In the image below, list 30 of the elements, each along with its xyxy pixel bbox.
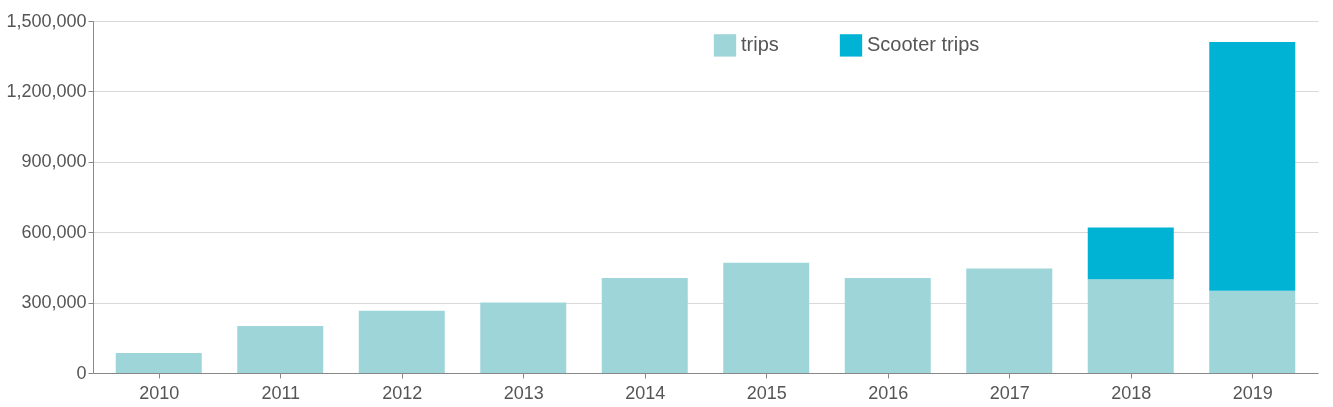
y-tick-label: 0 — [76, 362, 87, 383]
legend-label: trips — [741, 33, 779, 56]
y-tick-label: 900,000 — [21, 151, 87, 172]
bar — [237, 326, 324, 373]
bar — [358, 310, 445, 373]
bar — [601, 277, 688, 373]
y-tick-label: 1,500,000 — [6, 10, 87, 31]
y-tick-label: 300,000 — [21, 292, 87, 313]
x-tick-label: 2011 — [261, 382, 301, 403]
bar — [480, 302, 567, 373]
x-tick-label: 2018 — [1111, 382, 1152, 403]
x-tick-label: 2016 — [868, 382, 909, 403]
x-tick-label: 2010 — [139, 382, 180, 403]
x-tick-label: 2019 — [1232, 382, 1273, 403]
bar — [966, 268, 1053, 373]
bar — [1087, 279, 1174, 373]
x-tick-label: 2014 — [625, 382, 666, 403]
x-tick-label: 2013 — [503, 382, 544, 403]
bar — [1209, 290, 1296, 373]
x-tick-label: 2012 — [382, 382, 423, 403]
bar — [844, 277, 931, 373]
bar — [1087, 227, 1174, 280]
bar — [1209, 42, 1296, 291]
x-tick-label: 2015 — [746, 382, 787, 403]
bar — [115, 353, 202, 373]
bar — [723, 262, 810, 373]
y-tick-label: 600,000 — [21, 221, 87, 242]
y-tick-label: 1,200,000 — [6, 80, 87, 101]
x-tick-label: 2017 — [989, 382, 1030, 403]
legend-label: Scooter trips — [867, 33, 980, 56]
